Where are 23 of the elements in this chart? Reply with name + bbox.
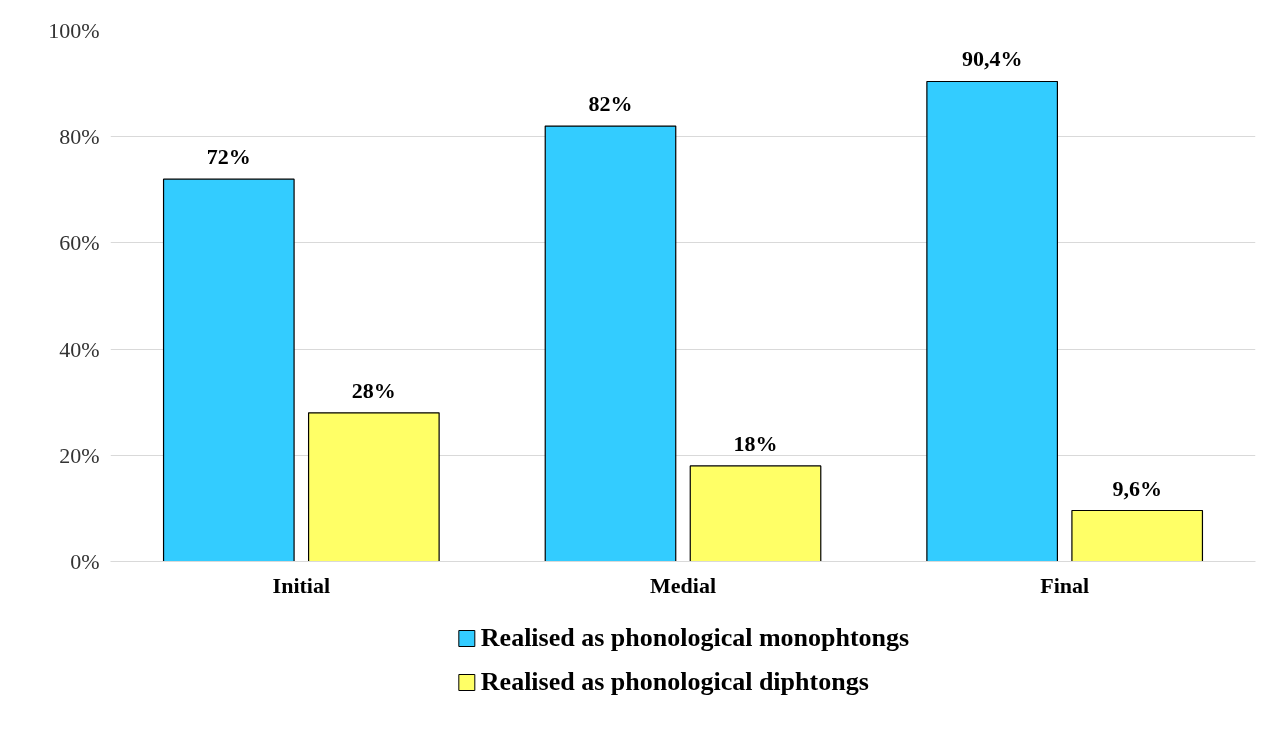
bar: [926, 80, 1059, 562]
y-tick-label: 80%: [59, 124, 100, 150]
data-label: 9,6%: [1112, 475, 1162, 501]
y-tick-label: 40%: [59, 336, 100, 362]
x-tick-label: Initial: [272, 572, 331, 598]
legend-label: Realised as phonological monophtongs: [480, 623, 910, 653]
y-tick-label: 20%: [59, 442, 100, 468]
data-label: 90,4%: [961, 46, 1023, 72]
bar: [307, 412, 440, 562]
bar: [544, 125, 677, 562]
y-tick-label: 60%: [59, 230, 100, 256]
bar: [1071, 509, 1204, 562]
data-label: 72%: [206, 144, 251, 170]
x-tick-label: Medial: [650, 572, 717, 598]
bar: [689, 465, 822, 562]
y-tick-label: 0%: [70, 549, 100, 574]
legend-label: Realised as phonological diphtongs: [480, 667, 869, 697]
data-label: 28%: [351, 377, 396, 403]
data-label: 18%: [733, 430, 778, 456]
data-label: 82%: [588, 91, 633, 117]
bar: [162, 178, 295, 562]
y-tick-label: 100%: [48, 18, 100, 43]
x-tick-label: Final: [1040, 572, 1090, 598]
